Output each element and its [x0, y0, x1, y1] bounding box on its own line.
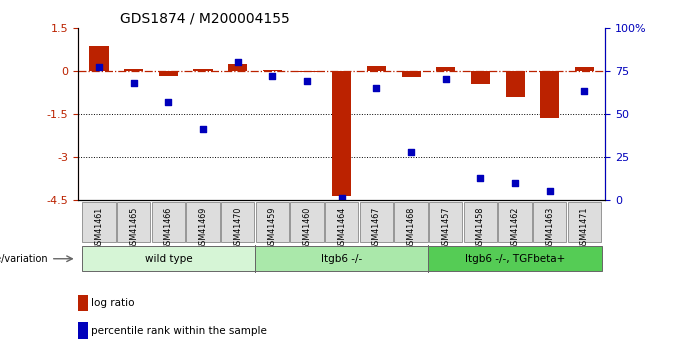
- Bar: [401, 71, 420, 77]
- Text: GSM41458: GSM41458: [476, 207, 485, 250]
- Point: [94, 65, 105, 70]
- Point: [302, 78, 313, 84]
- FancyBboxPatch shape: [82, 202, 116, 242]
- FancyBboxPatch shape: [360, 202, 393, 242]
- Point: [440, 77, 451, 82]
- Point: [371, 85, 381, 91]
- Text: log ratio: log ratio: [91, 298, 135, 308]
- FancyBboxPatch shape: [429, 202, 462, 242]
- Point: [579, 89, 590, 94]
- Bar: [263, 70, 282, 71]
- Bar: [297, 71, 317, 72]
- Text: GSM41468: GSM41468: [407, 207, 415, 250]
- Text: GSM41459: GSM41459: [268, 207, 277, 250]
- FancyBboxPatch shape: [498, 202, 532, 242]
- Point: [267, 73, 278, 79]
- Bar: [505, 71, 524, 97]
- Text: GDS1874 / M200004155: GDS1874 / M200004155: [120, 11, 290, 25]
- Bar: [228, 63, 248, 71]
- Text: GSM41461: GSM41461: [95, 207, 103, 250]
- FancyBboxPatch shape: [221, 202, 254, 242]
- FancyBboxPatch shape: [255, 246, 428, 271]
- Text: Itgb6 -/-, TGFbeta+: Itgb6 -/-, TGFbeta+: [465, 254, 565, 264]
- FancyBboxPatch shape: [152, 202, 185, 242]
- Point: [475, 175, 486, 180]
- Text: wild type: wild type: [145, 254, 192, 264]
- Bar: [159, 71, 178, 76]
- Text: GSM41463: GSM41463: [545, 207, 554, 250]
- FancyBboxPatch shape: [568, 202, 601, 242]
- Point: [198, 127, 209, 132]
- Bar: [78, 322, 88, 339]
- Point: [163, 99, 174, 105]
- Bar: [194, 69, 213, 71]
- Point: [129, 80, 139, 86]
- Bar: [575, 67, 594, 71]
- FancyBboxPatch shape: [290, 202, 324, 242]
- Text: Itgb6 -/-: Itgb6 -/-: [321, 254, 362, 264]
- FancyBboxPatch shape: [464, 202, 497, 242]
- Point: [509, 180, 520, 186]
- Text: GSM41462: GSM41462: [511, 207, 520, 250]
- Text: GSM41471: GSM41471: [580, 207, 589, 250]
- Bar: [540, 71, 559, 118]
- Text: GSM41464: GSM41464: [337, 207, 346, 250]
- Text: GSM41470: GSM41470: [233, 207, 242, 250]
- Text: percentile rank within the sample: percentile rank within the sample: [91, 326, 267, 335]
- FancyBboxPatch shape: [428, 246, 602, 271]
- Bar: [367, 66, 386, 71]
- Bar: [332, 71, 352, 196]
- Text: GSM41466: GSM41466: [164, 207, 173, 250]
- Point: [336, 196, 347, 201]
- FancyBboxPatch shape: [186, 202, 220, 242]
- Bar: [436, 67, 455, 71]
- Point: [233, 59, 243, 65]
- Bar: [90, 46, 109, 71]
- FancyBboxPatch shape: [82, 246, 255, 271]
- Point: [405, 149, 416, 155]
- Text: GSM41460: GSM41460: [303, 207, 311, 250]
- FancyBboxPatch shape: [117, 202, 150, 242]
- Text: GSM41467: GSM41467: [372, 207, 381, 250]
- FancyBboxPatch shape: [394, 202, 428, 242]
- Text: GSM41457: GSM41457: [441, 207, 450, 250]
- FancyBboxPatch shape: [256, 202, 289, 242]
- Text: GSM41469: GSM41469: [199, 207, 207, 250]
- FancyBboxPatch shape: [533, 202, 566, 242]
- Bar: [124, 69, 143, 71]
- Point: [544, 189, 555, 194]
- Text: GSM41465: GSM41465: [129, 207, 138, 250]
- Text: genotype/variation: genotype/variation: [0, 254, 48, 264]
- FancyBboxPatch shape: [325, 202, 358, 242]
- Bar: [471, 71, 490, 84]
- Bar: [78, 295, 88, 311]
